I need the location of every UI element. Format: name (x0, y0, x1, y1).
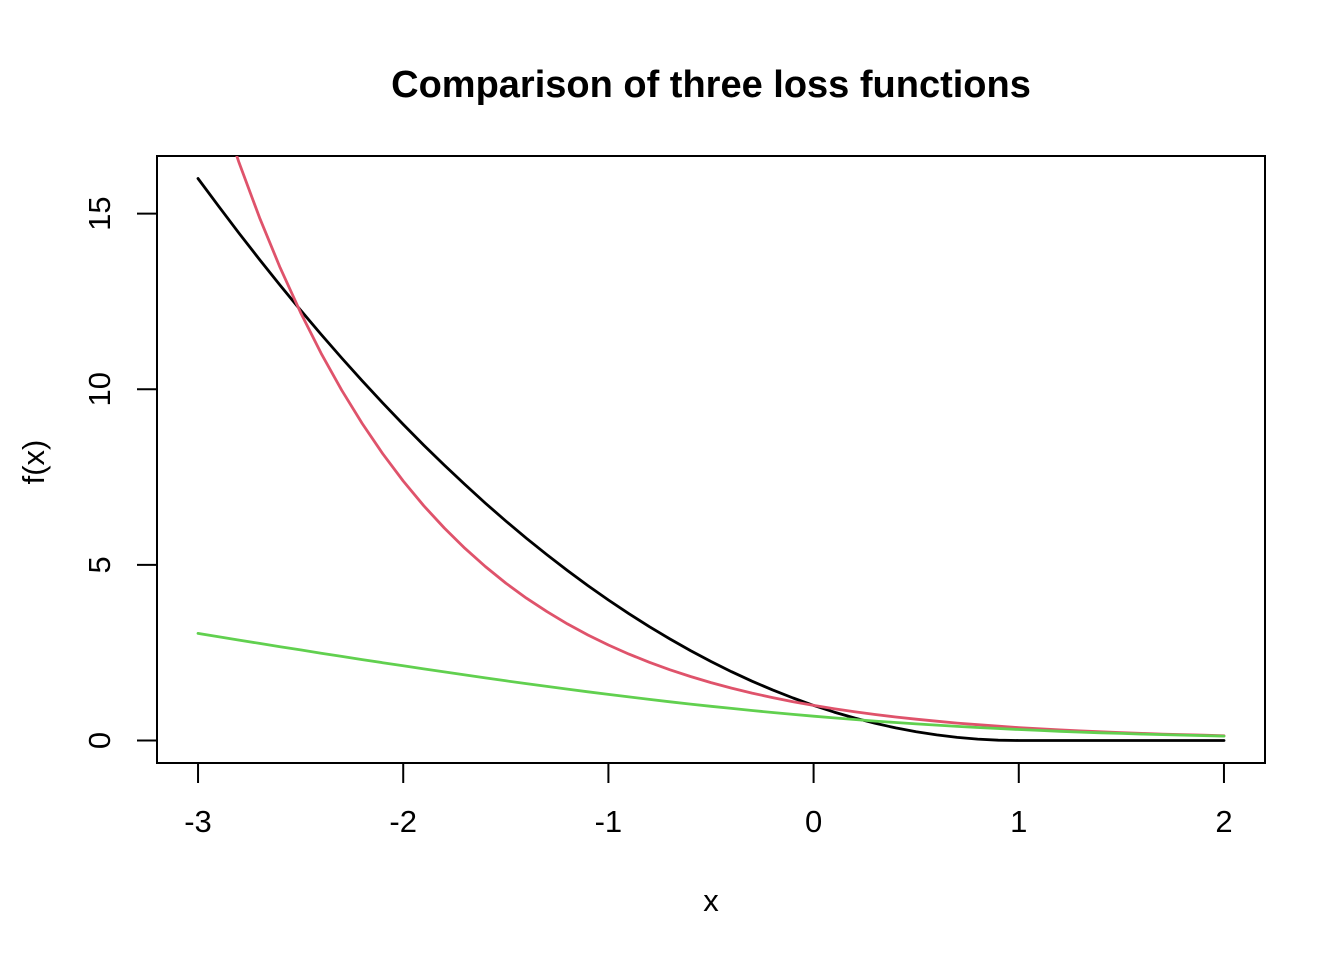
plot-box (156, 155, 1266, 764)
x-tick-label: -1 (595, 804, 623, 839)
y-axis-ticks: 0 5 10 15 (82, 196, 157, 749)
y-axis-title: f(x) (16, 440, 51, 485)
x-tick-label: -3 (184, 804, 212, 839)
y-tick-label: 0 (82, 732, 117, 749)
x-tick-label: 1 (1010, 804, 1027, 839)
y-tick-label: 10 (82, 372, 117, 406)
x-tick-label: 0 (805, 804, 822, 839)
x-tick-label: -2 (389, 804, 417, 839)
curves-layer (196, 156, 1226, 742)
y-tick-label: 15 (82, 196, 117, 230)
x-axis-ticks: -3 -2 -1 0 1 2 (184, 763, 1233, 839)
green-curve (196, 632, 1226, 738)
black-curve (196, 177, 1226, 742)
x-axis-title: x (703, 883, 719, 918)
y-tick-label: 5 (82, 556, 117, 573)
x-tick-label: 2 (1215, 804, 1232, 839)
chart-title: Comparison of three loss functions (391, 64, 1031, 106)
red-curve (235, 156, 1226, 738)
